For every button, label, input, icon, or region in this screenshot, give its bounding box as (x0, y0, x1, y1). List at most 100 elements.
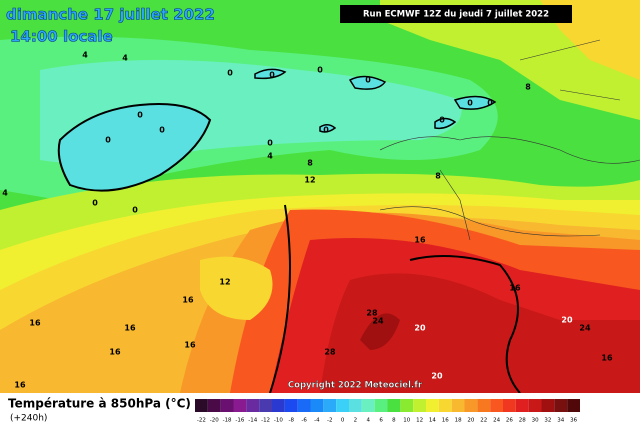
scale-cell (272, 399, 285, 412)
contour-label: 12 (304, 176, 315, 185)
contour-label: 16 (109, 348, 121, 357)
contour-label: 16 (414, 236, 426, 245)
contour-label: 8 (525, 83, 531, 92)
scale-label: 32 (544, 418, 551, 424)
contour-label: 4 (2, 189, 8, 198)
scale-cell (259, 399, 272, 412)
scale-label: 4 (367, 418, 371, 424)
contour-label: 0 (159, 126, 165, 135)
contour-label: 0 (92, 199, 98, 208)
contour-label: 4 (267, 152, 273, 161)
contour-label: 4 (122, 54, 128, 63)
scale-cell (297, 399, 311, 412)
scale-cell (541, 399, 555, 412)
scale-label: 2 (354, 418, 358, 424)
scale-label: 0 (341, 418, 345, 424)
scale-cell (554, 399, 568, 412)
contour-label: 0 (317, 66, 323, 75)
contour-label: 16 (184, 341, 196, 350)
scale-cell (349, 399, 362, 412)
scale-cell (503, 399, 516, 412)
contour-label: 16 (601, 354, 613, 363)
scale-cell (490, 399, 503, 412)
scale-label: 24 (493, 418, 500, 424)
scale-label: -18 (223, 418, 232, 424)
contour-label: 0 (227, 69, 233, 78)
scale-label: -22 (197, 418, 206, 424)
scale-cell (207, 399, 221, 412)
scale-cell (451, 399, 465, 412)
copyright: Copyright 2022 Meteociel.fr (288, 381, 423, 391)
contour-label: 16 (29, 319, 41, 328)
scale-cell (323, 399, 337, 412)
scale-cell (413, 399, 426, 412)
run-box (340, 5, 572, 23)
scale-label: 16 (442, 418, 449, 424)
scale-label: 26 (506, 418, 513, 424)
scale-label: -20 (210, 418, 219, 424)
scale-cell (374, 399, 388, 412)
scale-label: 22 (480, 418, 487, 424)
contour-label: 0 (467, 99, 473, 108)
contour-label: 16 (182, 296, 194, 305)
contour-label: 0 (439, 116, 445, 125)
time: 14:00 locale (10, 28, 113, 46)
contour-label: 0 (269, 71, 275, 80)
scale-cell (426, 399, 439, 412)
color-scale: -22 -20 -18 -16 -14 -12 -10 -8 -6 -4 -2 0 2 4 6 8 10 12 14… (195, 399, 580, 424)
contour-label: 28 (366, 309, 378, 318)
contour-label: 12 (219, 278, 230, 287)
scale-cell (246, 399, 260, 412)
contour-label: 16 (14, 381, 26, 390)
scale-label: -2 (327, 418, 332, 424)
scale-label: -16 (235, 418, 244, 424)
scale-label: -6 (301, 418, 307, 424)
scale-label: 30 (532, 418, 539, 424)
scale-label: 20 (467, 418, 474, 424)
temperature-field (0, 0, 640, 393)
scale-cell (233, 399, 247, 412)
contour-label: 16 (124, 324, 136, 333)
scale-label: 36 (570, 418, 577, 424)
contour-label: 0 (132, 206, 138, 215)
contour-label: 8 (307, 159, 313, 168)
scale-cell (528, 399, 542, 412)
scale-label: 10 (403, 418, 410, 424)
contour-labels: 4 4 0 0 0 0 0 0 0 0 0 4 8 12 0 0 4 8 0 0… (2, 51, 613, 390)
scale-label: 28 (519, 418, 526, 424)
contour-label: 24 (372, 317, 384, 326)
legend-title: Température à 850hPa (°C) (8, 397, 191, 411)
contour-label: 24 (579, 324, 591, 333)
scale-cell (310, 399, 324, 412)
scale-cell (400, 399, 414, 412)
scale-cell (361, 399, 375, 412)
legend-lead: (+240h) (10, 414, 47, 424)
contour-label: 0 (137, 111, 143, 120)
scale-cell (220, 399, 234, 412)
scale-cell (336, 399, 349, 412)
scale-cell (515, 399, 529, 412)
contour-label: 0 (267, 139, 273, 148)
scale-cell (477, 399, 491, 412)
contour-label: 0 (487, 99, 493, 108)
scale-cell (438, 399, 452, 412)
scale-cell (195, 399, 208, 412)
scale-cell (567, 399, 580, 412)
scale-label: 14 (429, 418, 436, 424)
contour-label: 16 (509, 284, 521, 293)
contour-label: 0 (365, 76, 371, 85)
scale-cell (464, 399, 478, 412)
scale-label: -8 (289, 418, 295, 424)
scale-label: -12 (261, 418, 270, 424)
scale-label: -10 (274, 418, 283, 424)
contour-label: 20 (561, 316, 573, 325)
run: Run ECMWF 12Z du jeudi 7 juillet 2022 (363, 10, 549, 20)
scale-label: -4 (314, 418, 320, 424)
contour-label: 0 (323, 126, 329, 135)
scale-label: 18 (455, 418, 462, 424)
contour-label: 20 (431, 372, 443, 381)
contour-label: 28 (324, 348, 336, 357)
contour-label: 20 (414, 324, 426, 333)
scale-label: 6 (379, 418, 383, 424)
